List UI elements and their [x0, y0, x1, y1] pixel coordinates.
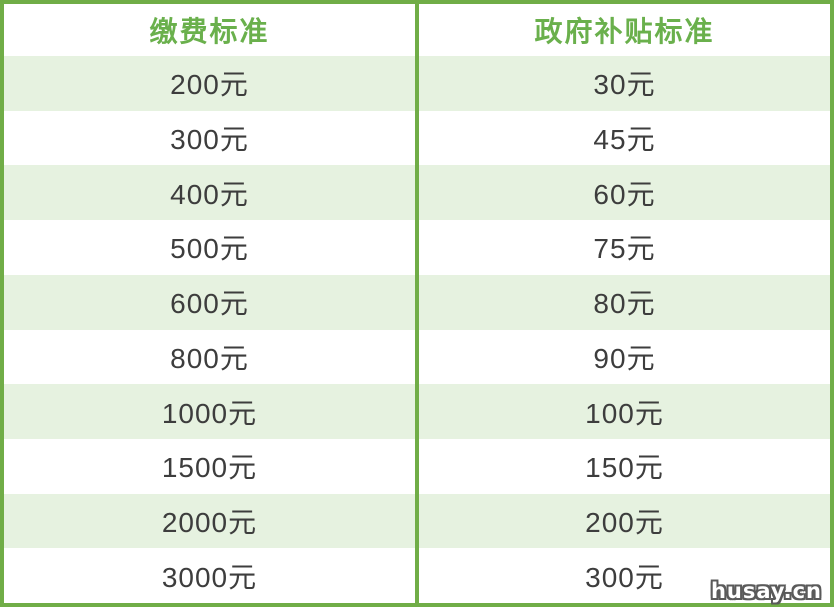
fee-cell: 2000元 [4, 493, 419, 549]
fee-cell: 300元 [4, 110, 419, 166]
subsidy-cell: 60元 [419, 165, 830, 221]
subsidy-cell: 100元 [419, 384, 830, 439]
fee-cell: 3000元 [4, 548, 419, 604]
fee-cell: 1500元 [4, 438, 419, 494]
subsidy-cell: 45元 [419, 110, 830, 166]
subsidy-cell: 30元 [419, 56, 830, 111]
column-header-subsidy: 政府补贴标准 [419, 4, 830, 56]
fee-cell: 1000元 [4, 384, 419, 439]
subsidy-cell: 90元 [419, 329, 830, 385]
subsidy-cell: 150元 [419, 438, 830, 494]
table-header-row: 缴费标准 政府补贴标准 [4, 4, 830, 56]
subsidy-cell: 300元 [419, 548, 830, 604]
table-row: 2000元 200元 [4, 493, 830, 549]
subsidy-cell: 75元 [419, 220, 830, 275]
subsidy-cell: 80元 [419, 274, 830, 330]
table-row: 800元 90元 [4, 329, 830, 385]
fee-cell: 400元 [4, 165, 419, 221]
fee-cell: 800元 [4, 329, 419, 385]
table-row: 300元 45元 [4, 110, 830, 166]
subsidy-cell: 200元 [419, 493, 830, 549]
watermark: husay.cn [710, 579, 822, 603]
fee-cell: 500元 [4, 220, 419, 275]
table-row: 200元 30元 [4, 56, 830, 111]
table-row: 400元 60元 [4, 165, 830, 221]
table-row: 600元 80元 [4, 274, 830, 330]
table-row: 1000元 100元 [4, 384, 830, 439]
fee-cell: 200元 [4, 56, 419, 111]
table-row: 500元 75元 [4, 220, 830, 275]
column-header-fee: 缴费标准 [4, 4, 419, 56]
table-row: 1500元 150元 [4, 438, 830, 494]
table-row: 3000元 300元 [4, 548, 830, 604]
fee-cell: 600元 [4, 274, 419, 330]
